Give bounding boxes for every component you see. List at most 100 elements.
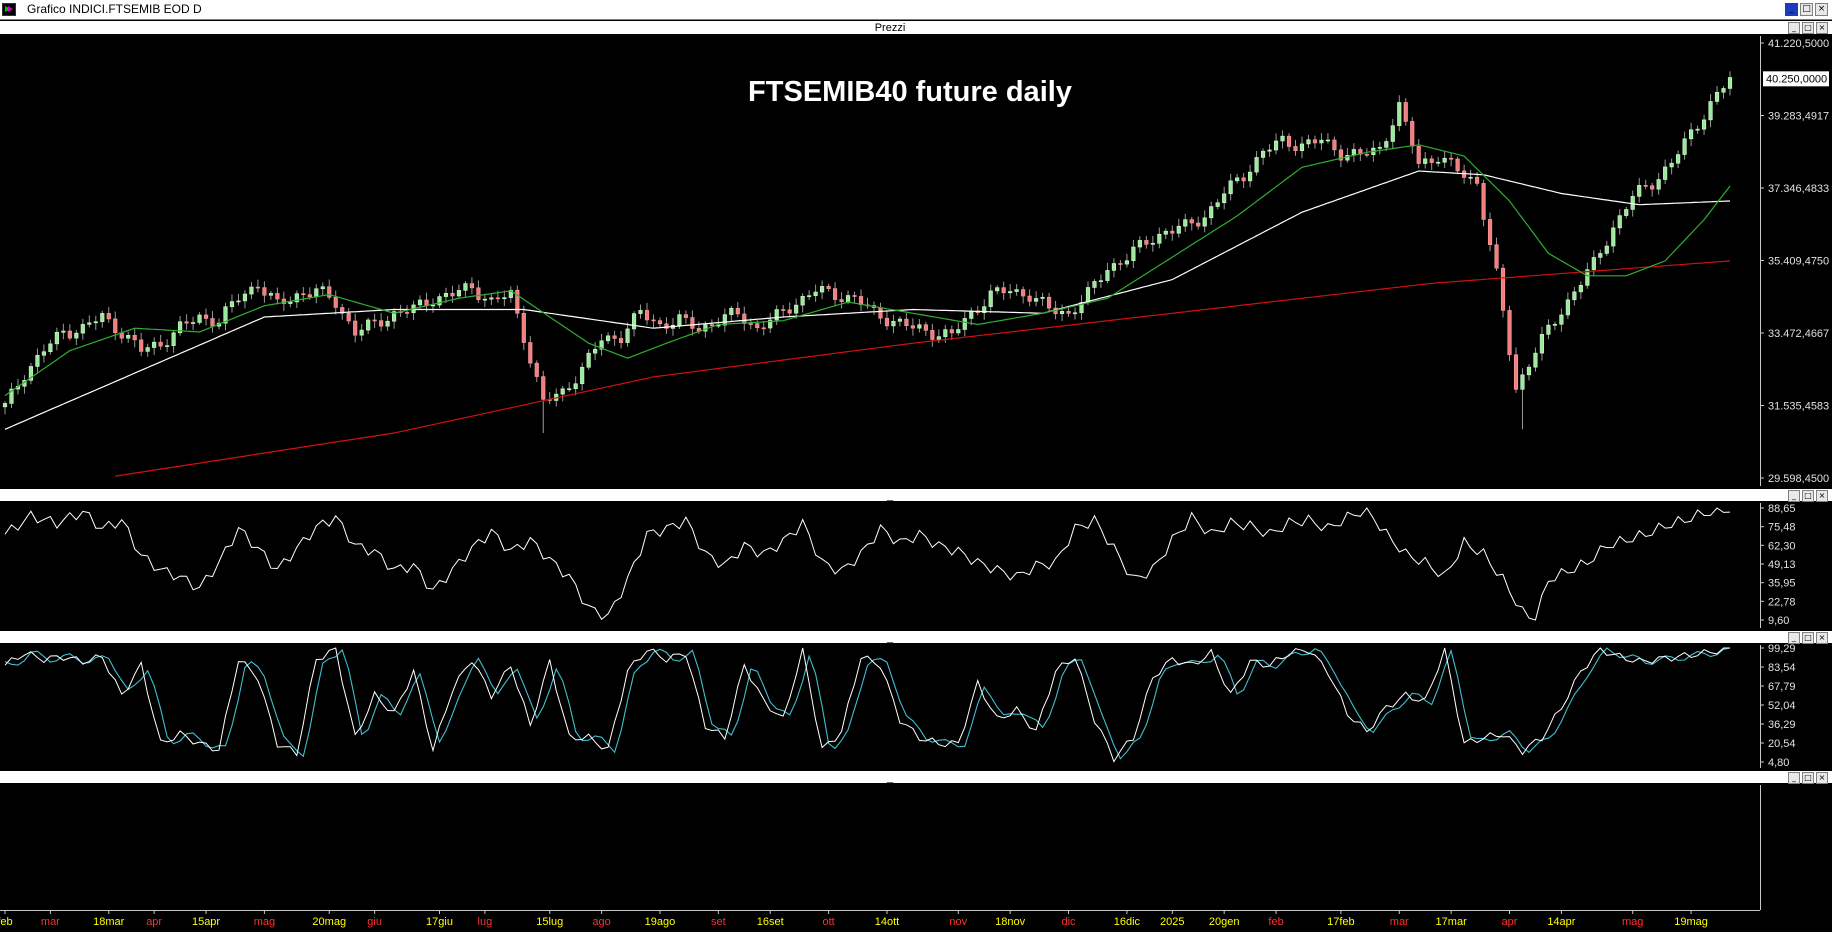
candle-down [1481,183,1486,220]
x-tick-label: mar [1390,916,1409,928]
candle-up [87,322,92,325]
candle-up [443,293,449,297]
candle-up [1183,219,1188,227]
rsi-line [4,507,1731,621]
rsi-y-tick-label: 9,60 [1768,615,1789,627]
candle-up [35,354,40,367]
price-y-tick-label: 39.283,4917 [1768,111,1829,123]
candle-down [1046,296,1052,309]
rsi-y-tick-label: 75,48 [1768,522,1796,534]
stoch-pane-minimize-button[interactable]: _ [1788,632,1800,644]
candle-up [288,301,293,304]
candle-up [268,293,273,296]
candle-down [1196,222,1201,227]
candle-up [74,332,79,339]
price-plot-area [0,36,1760,486]
candle-up [1604,245,1609,254]
candle-up [897,318,903,322]
empty-pane-maximize-button[interactable]: □ [1802,772,1814,784]
candle-down [1416,145,1421,164]
candle-up [982,306,987,313]
candle-up [417,299,423,306]
candle-down [534,362,539,377]
candle-down [742,313,747,324]
candle-up [190,322,196,324]
candle-up [956,329,961,334]
candle-up [1559,314,1564,325]
rsi-pane-maximize-button[interactable]: □ [1802,490,1814,502]
stoch-plot-area [0,645,1760,768]
candle-up [1423,158,1428,164]
x-tick-label: feb [0,916,13,928]
candle-up [1552,323,1557,326]
window-maximize-button[interactable]: □ [1800,3,1813,16]
candle-up [28,366,34,381]
candle-up [1565,299,1570,316]
candle-down [398,311,403,313]
candle-up [1008,291,1013,294]
candle-up [1157,233,1162,244]
x-tick-label: ott [822,916,834,928]
candle-up [1034,298,1039,302]
empty-pane-close-button[interactable]: × [1816,772,1828,784]
candle-up [1092,281,1097,288]
candle-up [625,328,630,343]
x-tick-label: mag [1622,916,1643,928]
chart-title: FTSEMIB40 future daily [748,76,1072,108]
candle-up [1325,139,1331,142]
stoch-y-tick-label: 52,04 [1768,700,1796,712]
empty-pane-minimize-button[interactable]: _ [1788,772,1800,784]
stoch-y-tick-label: 4,80 [1768,757,1789,769]
candle-down [787,309,792,314]
candle-up [1624,209,1629,216]
price-y-tick-label: 35.409,4750 [1768,256,1829,268]
candle-up [61,330,66,333]
x-axis: feb mar 18mar apr 15apr mag 20mag giu 17giu lug 15… [0,910,1760,928]
candle-up [1299,143,1305,152]
candle-up [1209,206,1214,219]
candle-down [404,312,410,314]
rsi-pane-close-button[interactable]: × [1816,490,1828,502]
candle-up [1072,312,1078,315]
rsi-pane-minimize-button[interactable]: _ [1788,490,1800,502]
candle-up [794,304,799,314]
window-minimize-button[interactable]: _ [1785,3,1798,16]
candle-down [781,309,786,311]
price-pane-label: Prezzi [874,22,906,34]
candle-down [1001,287,1006,294]
rsi-y-tick-label: 49,13 [1768,559,1796,571]
candle-up [638,310,643,314]
x-tick-label: ago [592,916,610,928]
candle-down [1170,230,1175,234]
candle-up [606,335,611,342]
price-pane-maximize-button[interactable]: □ [1802,22,1814,34]
x-tick-label: 17giu [426,916,453,928]
candle-up [1598,253,1603,258]
candle-up [593,348,598,354]
candle-down [450,293,455,297]
stoch-y-tick-label: 99,29 [1768,643,1796,655]
x-tick-label: 18mar [93,916,125,928]
candle-up [1682,138,1687,155]
ma-short-line [4,144,1731,397]
rsi-plot-area [0,503,1760,628]
stoch-pane-close-button[interactable]: × [1816,632,1828,644]
candle-up [1267,149,1272,152]
candle-down [1066,310,1071,314]
candle-up [1228,180,1233,195]
window-title: Grafico INDICI.FTSEMIB EOD D [27,2,202,16]
price-pane-minimize-button[interactable]: _ [1788,22,1800,34]
stoch-pane-maximize-button[interactable]: □ [1802,632,1814,644]
window-close-button[interactable]: × [1815,3,1828,16]
candle-up [1637,185,1642,197]
price-pane-close-button[interactable]: × [1816,22,1828,34]
candle-up [22,380,27,387]
candle-up [1215,202,1220,207]
candle-up [599,340,604,350]
candle-up [41,351,46,356]
candle-up [1721,88,1726,93]
candle-down [1118,263,1123,265]
candle-up [508,289,513,298]
last-value-label: 40.250,0000 [1766,73,1827,85]
